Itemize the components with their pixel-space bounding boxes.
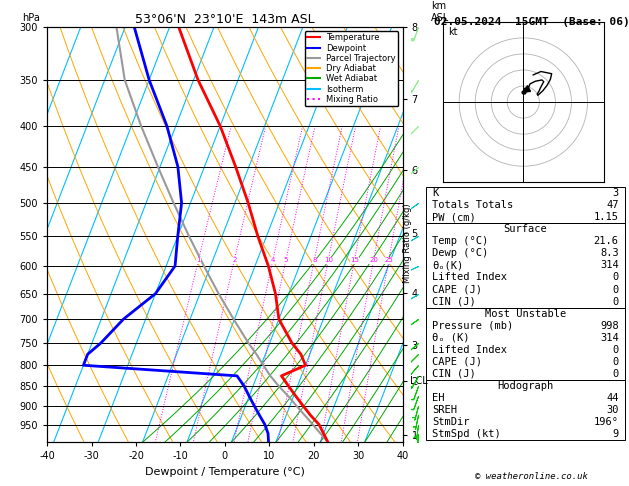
Bar bbox=[426, 223, 625, 308]
Text: 0: 0 bbox=[613, 296, 619, 307]
Bar bbox=[426, 187, 625, 223]
Text: 998: 998 bbox=[600, 321, 619, 330]
Text: 0: 0 bbox=[613, 273, 619, 282]
Text: km
ASL: km ASL bbox=[431, 1, 449, 22]
Text: θₒ (K): θₒ (K) bbox=[432, 333, 470, 343]
Text: 21.6: 21.6 bbox=[594, 236, 619, 246]
Text: Lifted Index: Lifted Index bbox=[432, 345, 508, 355]
X-axis label: Dewpoint / Temperature (°C): Dewpoint / Temperature (°C) bbox=[145, 467, 305, 477]
Text: θₒ(K): θₒ(K) bbox=[432, 260, 464, 270]
Text: StmDir: StmDir bbox=[432, 417, 470, 427]
Text: Surface: Surface bbox=[504, 224, 547, 234]
Text: 30: 30 bbox=[606, 405, 619, 415]
Text: 10: 10 bbox=[324, 257, 333, 263]
Text: hPa: hPa bbox=[22, 13, 40, 22]
Text: 0: 0 bbox=[613, 369, 619, 379]
Text: © weatheronline.co.uk: © weatheronline.co.uk bbox=[475, 472, 588, 481]
Text: Dewp (°C): Dewp (°C) bbox=[432, 248, 489, 259]
Text: 314: 314 bbox=[600, 333, 619, 343]
Text: 0: 0 bbox=[613, 284, 619, 295]
Text: PW (cm): PW (cm) bbox=[432, 212, 476, 222]
Text: CAPE (J): CAPE (J) bbox=[432, 357, 482, 367]
Text: Lifted Index: Lifted Index bbox=[432, 273, 508, 282]
Text: Mixing Ratio (g/kg): Mixing Ratio (g/kg) bbox=[403, 203, 412, 283]
Text: 0: 0 bbox=[613, 345, 619, 355]
Text: 47: 47 bbox=[606, 200, 619, 210]
Text: Totals Totals: Totals Totals bbox=[432, 200, 514, 210]
Text: 0: 0 bbox=[613, 357, 619, 367]
Text: 196°: 196° bbox=[594, 417, 619, 427]
Text: Pressure (mb): Pressure (mb) bbox=[432, 321, 514, 330]
Text: K: K bbox=[432, 188, 438, 198]
Text: 9: 9 bbox=[613, 429, 619, 439]
Bar bbox=[426, 308, 625, 380]
Text: 5: 5 bbox=[284, 257, 288, 263]
Text: EH: EH bbox=[432, 393, 445, 403]
Bar bbox=[426, 380, 625, 440]
Text: CAPE (J): CAPE (J) bbox=[432, 284, 482, 295]
Text: 8.3: 8.3 bbox=[600, 248, 619, 259]
Text: 44: 44 bbox=[606, 393, 619, 403]
Text: 2: 2 bbox=[232, 257, 237, 263]
Text: CIN (J): CIN (J) bbox=[432, 296, 476, 307]
Text: CIN (J): CIN (J) bbox=[432, 369, 476, 379]
Text: 4: 4 bbox=[270, 257, 275, 263]
Text: 1: 1 bbox=[196, 257, 201, 263]
Text: 20: 20 bbox=[369, 257, 378, 263]
Text: 8: 8 bbox=[312, 257, 316, 263]
Text: kt: kt bbox=[448, 27, 457, 37]
Text: 1.15: 1.15 bbox=[594, 212, 619, 222]
Text: Most Unstable: Most Unstable bbox=[485, 309, 566, 319]
Title: 53°06'N  23°10'E  143m ASL: 53°06'N 23°10'E 143m ASL bbox=[135, 13, 314, 26]
Text: StmSpd (kt): StmSpd (kt) bbox=[432, 429, 501, 439]
Text: 15: 15 bbox=[350, 257, 359, 263]
Text: 25: 25 bbox=[384, 257, 393, 263]
Text: 02.05.2024  15GMT  (Base: 06): 02.05.2024 15GMT (Base: 06) bbox=[433, 17, 629, 27]
Text: 314: 314 bbox=[600, 260, 619, 270]
Text: SREH: SREH bbox=[432, 405, 457, 415]
Text: Temp (°C): Temp (°C) bbox=[432, 236, 489, 246]
Text: Hodograph: Hodograph bbox=[498, 381, 554, 391]
Legend: Temperature, Dewpoint, Parcel Trajectory, Dry Adiabat, Wet Adiabat, Isotherm, Mi: Temperature, Dewpoint, Parcel Trajectory… bbox=[304, 31, 398, 106]
Text: 3: 3 bbox=[613, 188, 619, 198]
Text: LCL: LCL bbox=[409, 376, 427, 386]
